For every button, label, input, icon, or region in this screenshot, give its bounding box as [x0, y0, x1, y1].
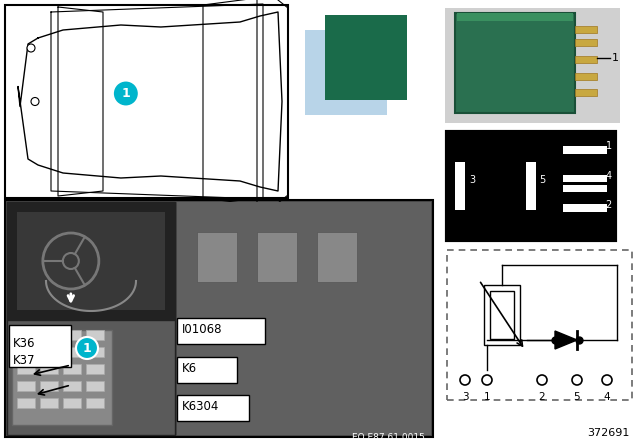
Bar: [63, 347, 81, 357]
Bar: [5, 200, 433, 437]
Text: 1: 1: [612, 53, 619, 63]
Bar: [177, 357, 237, 383]
Bar: [177, 202, 431, 435]
Bar: [86, 398, 104, 408]
Bar: [447, 132, 615, 240]
Bar: [63, 398, 81, 408]
Text: I01068: I01068: [182, 323, 223, 336]
Bar: [9, 325, 71, 367]
Bar: [575, 73, 597, 80]
Bar: [257, 232, 297, 282]
Bar: [177, 395, 249, 421]
Bar: [575, 26, 597, 33]
Bar: [197, 232, 237, 282]
Bar: [305, 30, 387, 115]
Bar: [86, 381, 104, 391]
Bar: [17, 212, 165, 310]
Bar: [447, 250, 632, 400]
Bar: [86, 347, 104, 357]
Bar: [490, 291, 514, 339]
Bar: [7, 320, 175, 435]
Circle shape: [76, 337, 98, 359]
Bar: [526, 162, 536, 210]
Text: 372691: 372691: [588, 428, 630, 438]
Text: 3: 3: [461, 392, 468, 402]
Text: K6: K6: [182, 362, 197, 375]
Bar: [455, 162, 465, 210]
Bar: [63, 381, 81, 391]
Text: 5: 5: [539, 175, 545, 185]
Bar: [63, 364, 81, 374]
Bar: [12, 330, 112, 425]
Text: 1: 1: [484, 392, 490, 402]
Circle shape: [31, 98, 39, 105]
Text: 3: 3: [469, 175, 475, 185]
Bar: [86, 364, 104, 374]
Bar: [40, 330, 58, 340]
Bar: [484, 285, 520, 345]
Bar: [575, 56, 597, 63]
Circle shape: [602, 375, 612, 385]
Circle shape: [482, 375, 492, 385]
Bar: [17, 381, 35, 391]
Bar: [17, 364, 35, 374]
Text: 2: 2: [539, 392, 545, 402]
Bar: [563, 204, 607, 212]
Text: 1: 1: [122, 87, 130, 100]
Bar: [575, 89, 597, 96]
Text: K37: K37: [13, 353, 35, 366]
Bar: [457, 13, 573, 21]
Polygon shape: [555, 331, 577, 349]
Text: 2: 2: [605, 200, 612, 210]
Circle shape: [113, 81, 139, 107]
Bar: [455, 13, 575, 113]
Bar: [40, 398, 58, 408]
Text: 5: 5: [573, 392, 580, 402]
Bar: [7, 202, 175, 320]
Text: 1: 1: [606, 141, 612, 151]
Bar: [563, 175, 607, 182]
Bar: [563, 185, 607, 192]
Bar: [40, 347, 58, 357]
Bar: [563, 146, 607, 154]
Bar: [325, 15, 407, 100]
Bar: [17, 330, 35, 340]
Bar: [40, 364, 58, 374]
Bar: [86, 330, 104, 340]
Bar: [5, 5, 288, 198]
Text: EO E87 61 0015: EO E87 61 0015: [352, 433, 425, 442]
Circle shape: [572, 375, 582, 385]
Bar: [445, 8, 620, 123]
Bar: [17, 347, 35, 357]
Circle shape: [537, 375, 547, 385]
Text: K36: K36: [13, 336, 35, 349]
Bar: [17, 398, 35, 408]
Text: 4: 4: [606, 171, 612, 181]
Text: K6304: K6304: [182, 400, 220, 413]
Text: 1: 1: [83, 341, 92, 354]
Bar: [575, 39, 597, 46]
Bar: [177, 318, 265, 344]
Bar: [63, 330, 81, 340]
Circle shape: [27, 44, 35, 52]
Bar: [317, 232, 357, 282]
Text: 4: 4: [604, 392, 611, 402]
Circle shape: [460, 375, 470, 385]
Bar: [40, 381, 58, 391]
